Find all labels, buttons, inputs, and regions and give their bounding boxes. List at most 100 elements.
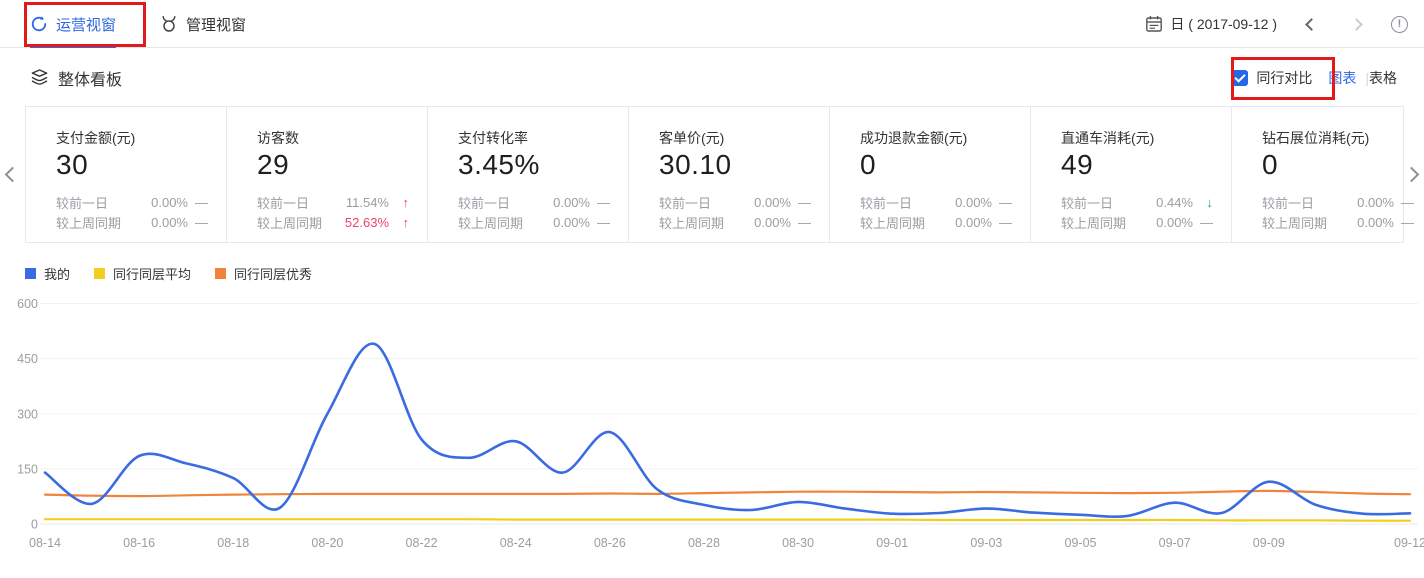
kpi-card-zuanzhan-cost[interactable]: 钻石展位消耗(元) 0 较前一日 0.00% — 较上周同期 0.00% — bbox=[1231, 107, 1424, 242]
trend-flat-icon: — bbox=[597, 194, 610, 210]
kpi-trend-value: 0.00% bbox=[1357, 214, 1394, 230]
trend-flat-icon: — bbox=[999, 194, 1012, 210]
kpi-trend-label: 较上周同期 bbox=[257, 215, 323, 231]
kpi-trend-label: 较前一日 bbox=[1061, 195, 1114, 211]
kpi-trend-label: 较上周同期 bbox=[1262, 215, 1328, 231]
kpi-trend-value: 0.00% bbox=[151, 214, 188, 230]
prev-day-button[interactable] bbox=[1305, 17, 1318, 31]
next-day-button[interactable] bbox=[1350, 17, 1363, 31]
legend-label: 同行同层平均 bbox=[113, 267, 192, 282]
kpi-card-pay-amount[interactable]: 支付金额(元) 30 较前一日 0.00% — 较上周同期 0.00% — bbox=[26, 107, 226, 242]
date-controls: 日 ( 2017-09-12 ) ! bbox=[1145, 0, 1408, 48]
kpi-card-rows: 较前一日 0.00% — 较上周同期 0.00% — bbox=[458, 192, 610, 232]
chart-legend: 我的 同行同层平均 同行同层优秀 bbox=[25, 264, 312, 283]
view-switch-separator: | bbox=[1365, 69, 1369, 86]
x-axis-label-08-24: 08-24 bbox=[500, 536, 532, 550]
active-tab-underline bbox=[30, 45, 117, 48]
kpi-trend-label: 较前一日 bbox=[1262, 195, 1315, 211]
info-icon[interactable]: ! bbox=[1391, 15, 1408, 33]
kpi-trend-row: 较前一日 11.54% ↑ bbox=[257, 192, 409, 212]
date-picker[interactable]: 日 ( 2017-09-12 ) bbox=[1145, 14, 1277, 34]
peer-compare-checkbox[interactable] bbox=[1232, 69, 1249, 86]
x-axis-label-08-22: 08-22 bbox=[406, 536, 438, 550]
x-axis-label-09-01: 09-01 bbox=[876, 536, 908, 550]
kpi-card-value: 29 bbox=[257, 149, 290, 180]
kpi-card-visitors[interactable]: 访客数 29 较前一日 11.54% ↑ 较上周同期 52.63% ↑ bbox=[226, 107, 427, 242]
kpi-trend-row: 较上周同期 0.00% — bbox=[860, 212, 1012, 232]
kpi-trend-label: 较上周同期 bbox=[1061, 215, 1127, 231]
kpi-trend-label: 较上周同期 bbox=[56, 215, 122, 231]
top-bar: 运营视窗 管理视窗 日 ( 2017-09-12 ) ! bbox=[0, 0, 1424, 48]
legend-label: 同行同层优秀 bbox=[234, 267, 313, 282]
kpi-trend-row: 较前一日 0.00% — bbox=[1262, 192, 1414, 212]
kpi-trend-value: 0.44% bbox=[1156, 194, 1193, 210]
trend-down-icon: ↓ bbox=[1206, 194, 1214, 210]
section-toolbar: 整体看板 同行对比 图表 | 表格 bbox=[0, 49, 1424, 106]
kpi-card-title: 支付金额(元) bbox=[56, 130, 136, 146]
kpi-trend-label: 较上周同期 bbox=[458, 215, 524, 231]
section-title-text: 整体看板 bbox=[58, 71, 123, 89]
cards-scroll-left-button[interactable] bbox=[4, 166, 21, 185]
kpi-card-value: 0 bbox=[1262, 149, 1279, 180]
x-axis-label-08-28: 08-28 bbox=[688, 536, 720, 550]
kpi-card-refund-amount[interactable]: 成功退款金额(元) 0 较前一日 0.00% — 较上周同期 0.00% — bbox=[829, 107, 1030, 242]
legend-item-1[interactable]: 同行同层平均 bbox=[94, 264, 191, 283]
section-title: 整体看板 bbox=[30, 49, 122, 106]
kpi-trend-value: 0.00% bbox=[754, 194, 791, 210]
series-line-0 bbox=[43, 342, 1412, 518]
kpi-trend-row: 较上周同期 0.00% — bbox=[659, 212, 811, 232]
sync-circle-icon bbox=[31, 16, 47, 32]
kpi-trend-row: 较上周同期 52.63% ↑ bbox=[257, 212, 409, 232]
trend-flat-icon: — bbox=[195, 214, 208, 230]
y-axis-label-150: 150 bbox=[17, 462, 38, 476]
kpi-card-rows: 较前一日 0.00% — 较上周同期 0.00% — bbox=[860, 192, 1012, 232]
y-axis-label-600: 600 bbox=[17, 297, 38, 311]
tab-management-view[interactable]: 管理视窗 bbox=[160, 0, 246, 48]
legend-item-0[interactable]: 我的 bbox=[25, 264, 70, 283]
kpi-trend-label: 较前一日 bbox=[257, 195, 310, 211]
kpi-card-rows: 较前一日 0.00% — 较上周同期 0.00% — bbox=[659, 192, 811, 232]
kpi-card-rows: 较前一日 0.00% — 较上周同期 0.00% — bbox=[56, 192, 208, 232]
kpi-trend-label: 较上周同期 bbox=[860, 215, 926, 231]
kpi-trend-label: 较上周同期 bbox=[659, 215, 725, 231]
kpi-card-value: 3.45% bbox=[458, 149, 540, 180]
series-line-1 bbox=[43, 518, 1412, 522]
kpi-card-value: 30 bbox=[56, 149, 89, 180]
y-axis-label-0: 0 bbox=[31, 518, 38, 532]
kpi-trend-value: 52.63% bbox=[344, 214, 389, 230]
x-axis-label-08-16: 08-16 bbox=[123, 536, 155, 550]
tab-operations-view[interactable]: 运营视窗 bbox=[30, 0, 117, 48]
calendar-icon bbox=[1146, 16, 1163, 32]
peer-compare-label[interactable]: 同行对比 bbox=[1256, 69, 1313, 86]
trend-flat-icon: — bbox=[798, 214, 811, 230]
kpi-card-avg-order-value[interactable]: 客单价(元) 30.10 较前一日 0.00% — 较上周同期 0.00% — bbox=[628, 107, 829, 242]
cards-scroll-right-button[interactable] bbox=[1403, 166, 1420, 185]
kpi-card-rows: 较前一日 0.44% ↓ 较上周同期 0.00% — bbox=[1061, 192, 1213, 232]
trend-flat-icon: — bbox=[1401, 214, 1414, 230]
kpi-trend-row: 较前一日 0.44% ↓ bbox=[1061, 192, 1213, 212]
date-value: 日 ( 2017-09-12 ) bbox=[1170, 16, 1277, 32]
view-switch-chart[interactable]: 图表 bbox=[1328, 69, 1357, 86]
y-axis-label-300: 300 bbox=[17, 407, 38, 421]
x-axis-label-08-14: 08-14 bbox=[29, 536, 61, 550]
horned-circle-icon bbox=[162, 16, 176, 32]
kpi-trend-label: 较前一日 bbox=[659, 195, 712, 211]
trend-flat-icon: — bbox=[597, 214, 610, 230]
trend-up-icon: ↑ bbox=[402, 214, 410, 230]
legend-swatch-icon bbox=[25, 268, 36, 279]
legend-label: 我的 bbox=[44, 267, 71, 282]
kpi-trend-row: 较上周同期 0.00% — bbox=[458, 212, 610, 232]
legend-swatch-icon bbox=[94, 268, 106, 279]
kpi-trend-label: 较前一日 bbox=[56, 195, 109, 211]
legend-swatch-icon bbox=[215, 268, 227, 279]
legend-item-2[interactable]: 同行同层优秀 bbox=[215, 264, 312, 283]
kpi-card-ztc-cost[interactable]: 直通车消耗(元) 49 较前一日 0.44% ↓ 较上周同期 0.00% — bbox=[1030, 107, 1231, 242]
kpi-card-pay-conversion[interactable]: 支付转化率 3.45% 较前一日 0.00% — 较上周同期 0.00% — bbox=[427, 107, 628, 242]
view-switch-table[interactable]: 表格 bbox=[1369, 69, 1397, 86]
kpi-trend-row: 较前一日 0.00% — bbox=[56, 192, 208, 212]
series-line-2 bbox=[43, 489, 1412, 498]
kpi-trend-row: 较前一日 0.00% — bbox=[458, 192, 610, 212]
kpi-card-title: 钻石展位消耗(元) bbox=[1262, 130, 1370, 146]
trend-chart[interactable]: 0 150 300 450 600 08-14 08-16 08-18 08-20 08-22 08… bbox=[0, 287, 1424, 573]
kpi-card-rows: 较前一日 11.54% ↑ 较上周同期 52.63% ↑ bbox=[257, 192, 409, 232]
